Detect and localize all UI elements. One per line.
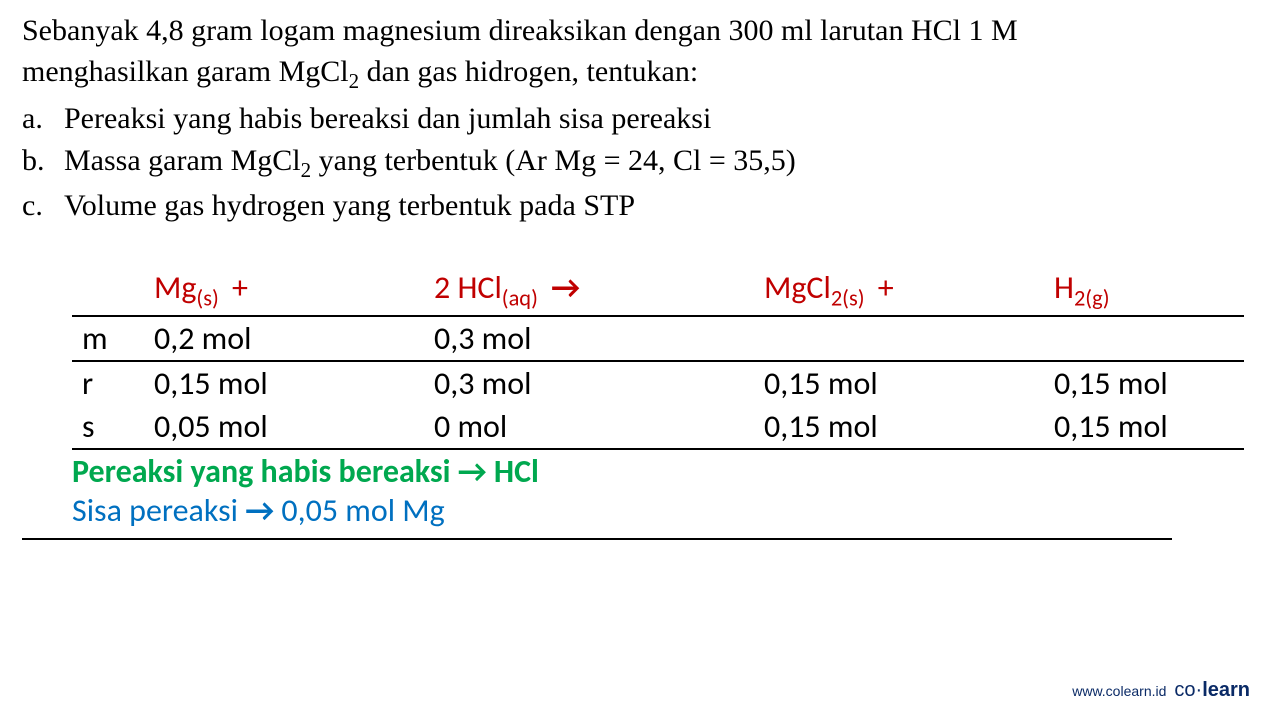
answer-limiting: Pereaksi yang habis bereaksi → HCl xyxy=(72,452,1172,491)
brand-logo: co·learn xyxy=(1174,679,1250,702)
species-hcl: 2 HCl(aq) → xyxy=(424,266,754,315)
footer-url: www.colearn.id xyxy=(1072,683,1166,699)
cell: 0,15 mol xyxy=(754,361,1044,405)
list-marker: a. xyxy=(22,98,64,139)
answer-block: Pereaksi yang habis bereaksi → HCl Sisa … xyxy=(22,452,1172,540)
list-text: Massa garam MgCl2 yang terbentuk (Ar Mg … xyxy=(64,140,796,185)
page-root: Sebanyak 4,8 gram logam magnesium direak… xyxy=(0,0,1280,540)
cell: 0,15 mol xyxy=(1044,361,1244,405)
cell: 0,2 mol xyxy=(144,316,424,361)
question-line2-pre: menghasilkan garam MgCl xyxy=(22,55,349,88)
cell xyxy=(1044,316,1244,361)
list-text: Volume gas hydrogen yang terbentuk pada … xyxy=(64,185,635,226)
table-row: s 0,05 mol 0 mol 0,15 mol 0,15 mol xyxy=(72,405,1244,449)
cell: 0,3 mol xyxy=(424,361,754,405)
question-line2-post: dan gas hidrogen, tentukan: xyxy=(359,55,698,88)
row-label: r xyxy=(72,361,144,405)
arrow-icon: → xyxy=(245,491,274,530)
table-header-row: Mg(s) + 2 HCl(aq) → MgCl2(s) + H2(g) xyxy=(72,266,1244,315)
cell: 0,05 mol xyxy=(144,405,424,449)
list-marker: b. xyxy=(22,140,64,185)
list-text: Pereaksi yang habis bereaksi dan jumlah … xyxy=(64,98,711,139)
species-mg: Mg(s) + xyxy=(144,266,424,315)
cell xyxy=(754,316,1044,361)
table-row: m 0,2 mol 0,3 mol xyxy=(72,316,1244,361)
table-row: r 0,15 mol 0,3 mol 0,15 mol 0,15 mol xyxy=(72,361,1244,405)
list-item-b: b. Massa garam MgCl2 yang terbentuk (Ar … xyxy=(22,140,1258,185)
cell: 0,3 mol xyxy=(424,316,754,361)
cell: 0,15 mol xyxy=(144,361,424,405)
list-item-a: a. Pereaksi yang habis bereaksi dan juml… xyxy=(22,98,1258,139)
cell: 0,15 mol xyxy=(754,405,1044,449)
arrow-icon: → xyxy=(458,452,487,491)
species-mgcl2: MgCl2(s) + xyxy=(754,266,1044,315)
cell: 0 mol xyxy=(424,405,754,449)
question-line2-sub: 2 xyxy=(349,69,360,93)
answer-excess: Sisa pereaksi → 0,05 mol Mg xyxy=(72,491,1172,530)
row-label: m xyxy=(72,316,144,361)
species-h2: H2(g) xyxy=(1044,266,1244,315)
list-marker: c. xyxy=(22,185,64,226)
question-text: Sebanyak 4,8 gram logam magnesium direak… xyxy=(22,10,1258,96)
cell: 0,15 mol xyxy=(1044,405,1244,449)
row-label: s xyxy=(72,405,144,449)
footer: www.colearn.id co·learn xyxy=(1072,679,1250,702)
question-list: a. Pereaksi yang habis bereaksi dan juml… xyxy=(22,98,1258,226)
arrow-icon: → xyxy=(545,268,580,307)
list-item-c: c. Volume gas hydrogen yang terbentuk pa… xyxy=(22,185,1258,226)
reaction-table: Mg(s) + 2 HCl(aq) → MgCl2(s) + H2(g) m 0… xyxy=(22,266,1258,449)
question-line1: Sebanyak 4,8 gram logam magnesium direak… xyxy=(22,14,1018,47)
